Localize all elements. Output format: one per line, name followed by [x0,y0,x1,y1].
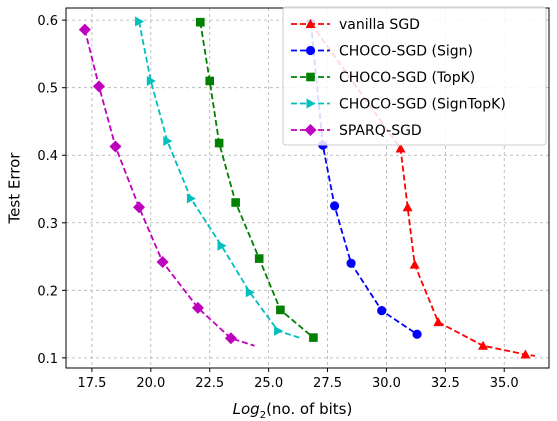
x-tick-label: 25.0 [254,376,283,391]
legend-marker [305,19,316,28]
data-point [309,333,318,342]
data-point [133,201,146,214]
legend-label: vanilla SGD [339,17,420,33]
x-axis-label-base: Log [233,400,260,418]
data-point [186,193,196,204]
data-point [92,80,105,93]
data-point [78,23,91,36]
legend-item: CHOCO-SGD (TopK) [291,70,475,86]
data-point [478,340,489,350]
x-tick-label: 17.5 [77,376,106,391]
y-tick-label: 0.3 [37,217,58,232]
data-point [395,143,406,153]
data-point [433,317,444,327]
y-tick-label: 0.5 [37,82,58,97]
data-point [109,140,122,153]
y-tick-label: 0.6 [37,14,58,29]
x-axis-label: Log2(no. of bits) [233,400,353,421]
y-axis-label: Test Error [6,152,24,225]
data-point [217,240,227,251]
legend-box [282,6,547,146]
legend-item: SPARQ-SGD [291,123,422,139]
series-line [310,23,535,357]
legend-item: CHOCO-SGD (SignTopK) [291,97,506,113]
data-point [274,325,284,336]
data-point [520,349,531,359]
x-tick-label: 22.5 [195,376,224,391]
series-line [138,21,300,339]
x-tick-label: 32.5 [431,376,460,391]
legend-label: CHOCO-SGD (Sign) [339,44,473,60]
series-sparq-sgd [78,23,255,347]
data-point [329,201,340,211]
series-line [83,29,255,347]
data-point [377,305,387,316]
data-point [191,301,204,314]
data-point [409,259,420,269]
series-line [199,22,321,341]
x-axis-label-subscript: 2 [260,410,266,421]
x-tick-label: 35.0 [490,376,519,391]
legend-marker [305,45,316,56]
data-point [245,287,255,298]
data-point [276,305,285,315]
legend-marker [306,72,315,82]
x-tick-label: 20.0 [136,376,165,391]
y-tick-label: 0.4 [37,149,58,164]
data-point [402,202,413,212]
legend-item: CHOCO-SGD (Sign) [291,44,473,60]
data-point [135,16,145,27]
data-point [214,138,224,148]
y-tick-label: 0.1 [37,352,58,367]
data-point [156,255,169,268]
legend-marker [304,124,317,136]
ticks: 17.5 20.0 22.5 25.0 27.5 30.0 32.5 35.0 0.1 0.2 0.… [37,14,518,391]
legend-label: CHOCO-SGD (SignTopK) [339,97,506,113]
legend-label: CHOCO-SGD (TopK) [339,70,475,86]
data-point [146,75,156,86]
y-tick-label: 0.2 [37,284,58,299]
legend: vanilla SGD CHOCO-SGD (Sign) CHOCO-SGD (To… [282,6,547,146]
data-point [346,258,356,268]
data-point [254,254,264,263]
data-point [163,136,173,147]
data-point [224,332,237,345]
data-point [205,76,215,86]
x-tick-label: 30.0 [372,376,401,391]
legend-item: vanilla SGD [291,17,420,33]
x-axis-label-rest: (no. of bits) [266,400,352,418]
data-point [412,329,422,339]
legend-label: SPARQ-SGD [339,123,422,139]
series-choco-sgd-topk [195,17,321,342]
data-point [195,17,205,27]
legend-marker [306,98,316,109]
series-choco-sgd-signtopk [135,16,300,339]
x-tick-label: 27.5 [313,376,342,391]
data-point [231,198,240,207]
